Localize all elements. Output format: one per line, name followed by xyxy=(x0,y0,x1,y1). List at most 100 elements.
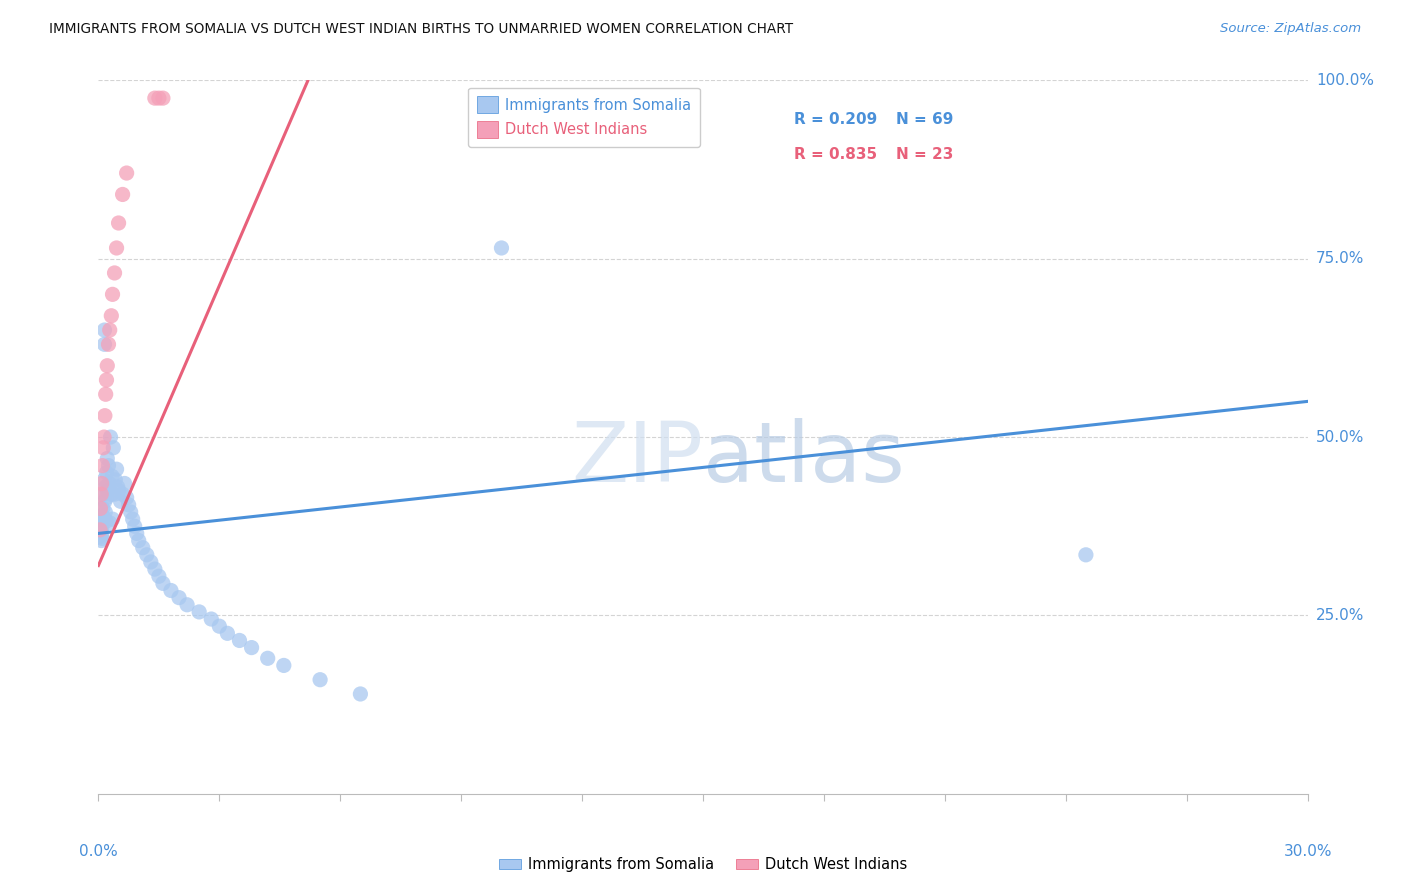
Point xyxy=(97,483,120,498)
Point xyxy=(91,458,114,473)
Point xyxy=(91,501,114,516)
Point xyxy=(111,487,134,501)
Point xyxy=(107,216,129,230)
Point xyxy=(101,512,124,526)
Text: 25.0%: 25.0% xyxy=(1316,608,1364,623)
Point xyxy=(90,533,112,548)
Point xyxy=(100,309,122,323)
Point xyxy=(89,523,111,537)
Point xyxy=(89,526,111,541)
Point xyxy=(349,687,371,701)
Text: 75.0%: 75.0% xyxy=(1316,252,1364,266)
Point xyxy=(89,516,111,530)
Point xyxy=(217,626,239,640)
Point xyxy=(93,430,115,444)
Point xyxy=(93,473,115,487)
Text: N = 69: N = 69 xyxy=(897,112,953,128)
Point xyxy=(1074,548,1097,562)
Point xyxy=(115,166,138,180)
Text: N = 23: N = 23 xyxy=(897,146,953,161)
Text: Source: ZipAtlas.com: Source: ZipAtlas.com xyxy=(1220,22,1361,36)
Point xyxy=(152,576,174,591)
Point xyxy=(96,466,118,480)
Point xyxy=(118,498,141,512)
Text: 0.0%: 0.0% xyxy=(79,844,118,859)
Point xyxy=(101,287,124,301)
Point xyxy=(160,583,183,598)
Point xyxy=(273,658,295,673)
Point xyxy=(107,480,129,494)
Point xyxy=(90,487,112,501)
Text: 50.0%: 50.0% xyxy=(1316,430,1364,444)
Text: R = 0.835: R = 0.835 xyxy=(793,146,877,161)
Point xyxy=(110,494,132,508)
Point xyxy=(128,533,150,548)
Point xyxy=(240,640,263,655)
Point xyxy=(105,241,128,255)
Point xyxy=(228,633,250,648)
Point xyxy=(103,487,125,501)
Point xyxy=(100,430,122,444)
Text: IMMIGRANTS FROM SOMALIA VS DUTCH WEST INDIAN BIRTHS TO UNMARRIED WOMEN CORRELATI: IMMIGRANTS FROM SOMALIA VS DUTCH WEST IN… xyxy=(49,22,793,37)
Point xyxy=(132,541,155,555)
Text: 100.0%: 100.0% xyxy=(1316,73,1374,87)
Point xyxy=(103,441,125,455)
Point xyxy=(89,523,111,537)
Point xyxy=(96,373,118,387)
Point xyxy=(98,476,121,491)
Point xyxy=(256,651,278,665)
Text: 30.0%: 30.0% xyxy=(1284,844,1331,859)
Point xyxy=(90,528,112,542)
Point xyxy=(491,241,513,255)
Point xyxy=(90,524,112,539)
Point xyxy=(90,521,112,535)
Point xyxy=(135,548,157,562)
Point xyxy=(152,91,174,105)
Point xyxy=(97,337,120,351)
Point xyxy=(98,516,121,530)
Text: ZIP: ZIP xyxy=(571,418,703,499)
Point xyxy=(167,591,190,605)
Point xyxy=(91,532,114,546)
Point xyxy=(94,480,117,494)
Point xyxy=(143,562,166,576)
Point xyxy=(101,469,124,483)
Text: atlas: atlas xyxy=(703,418,904,499)
Point xyxy=(91,512,114,526)
Point xyxy=(309,673,332,687)
Point xyxy=(91,508,114,523)
Point xyxy=(120,505,142,519)
Point xyxy=(107,483,129,498)
Legend: Immigrants from Somalia, Dutch West Indians: Immigrants from Somalia, Dutch West Indi… xyxy=(468,87,700,147)
Point xyxy=(105,462,128,476)
Point xyxy=(96,359,118,373)
Point xyxy=(94,387,117,401)
Point xyxy=(97,458,120,473)
Point xyxy=(121,512,143,526)
Point xyxy=(111,187,134,202)
Point xyxy=(148,91,170,105)
Point xyxy=(114,476,136,491)
Point xyxy=(98,323,121,337)
Point xyxy=(94,409,117,423)
Point xyxy=(143,91,166,105)
Point xyxy=(94,505,117,519)
Point xyxy=(93,337,115,351)
Point xyxy=(93,323,115,337)
Point xyxy=(100,487,122,501)
Point xyxy=(94,514,117,528)
Point xyxy=(115,491,138,505)
Point xyxy=(96,451,118,466)
Point xyxy=(139,555,162,569)
Point xyxy=(94,494,117,508)
Legend: Immigrants from Somalia, Dutch West Indians: Immigrants from Somalia, Dutch West Indi… xyxy=(494,851,912,878)
Point xyxy=(148,569,170,583)
Point xyxy=(91,441,114,455)
Point xyxy=(103,266,125,280)
Point xyxy=(89,530,111,544)
Point xyxy=(200,612,222,626)
Point xyxy=(93,487,115,501)
Point xyxy=(89,501,111,516)
Point xyxy=(91,510,114,524)
Point xyxy=(104,473,127,487)
